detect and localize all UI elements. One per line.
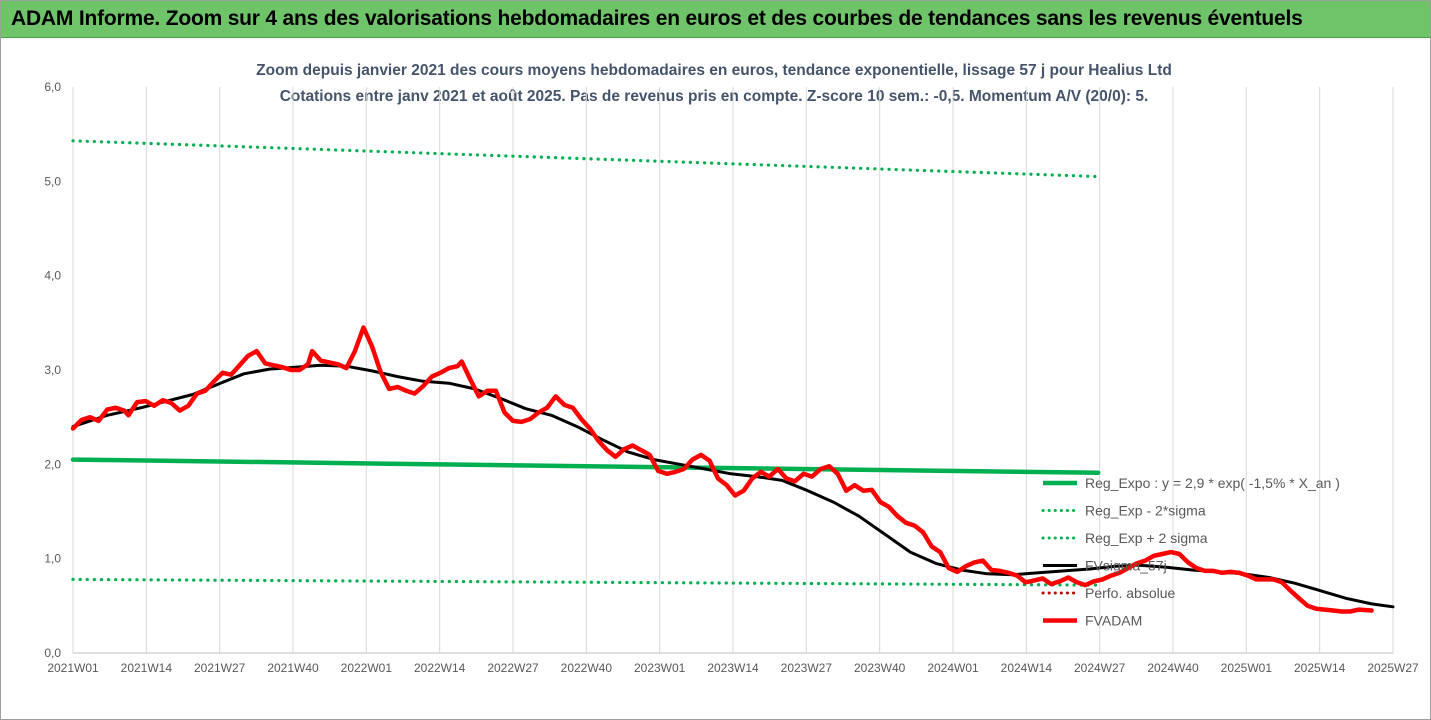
x-tick-label: 2025W01 (1221, 661, 1273, 675)
legend-label: Reg_Exp + 2 sigma (1085, 530, 1208, 546)
chart-title: Zoom depuis janvier 2021 des cours moyen… (256, 62, 1172, 79)
legend-label: FVsigma_57j (1085, 558, 1167, 574)
legend-label: Reg_Expo : y = 2,9 * exp( -1,5% * X_an ) (1085, 475, 1340, 491)
x-tick-label: 2021W40 (267, 661, 319, 675)
legend-label: FVADAM (1085, 613, 1142, 629)
y-tick-label: 2,0 (44, 457, 61, 471)
x-tick-label: 2024W40 (1147, 661, 1199, 675)
x-tick-label: 2021W14 (121, 661, 173, 675)
x-tick-label: 2022W27 (487, 661, 539, 675)
chart-series (70, 139, 1395, 614)
x-tick-label: 2021W27 (194, 661, 246, 675)
x-tick-label: 2022W40 (561, 661, 613, 675)
line-chart: Zoom depuis janvier 2021 des cours moyen… (44, 62, 1419, 675)
series-line (71, 577, 1100, 587)
x-tick-label: 2024W27 (1074, 661, 1126, 675)
x-tick-label: 2021W01 (47, 661, 99, 675)
x-tick-label: 2022W01 (341, 661, 393, 675)
y-axis-ticks: 0,0 1,0 2,0 3,0 4,0 5,0 6,0 (44, 80, 61, 660)
x-tick-label: 2023W14 (707, 661, 759, 675)
x-tick-label: 2025W14 (1294, 661, 1346, 675)
x-axis-ticks: 2021W01 2021W14 2021W27 2021W40 2022W01 2022W… (47, 661, 1419, 675)
chart-legend: Reg_Expo : y = 2,9 * exp( -1,5% * X_an )… (1041, 475, 1340, 629)
x-tick-label: 2023W40 (854, 661, 906, 675)
x-tick-label: 2025W27 (1367, 661, 1419, 675)
report-banner-title: ADAM Informe. Zoom sur 4 ans des valoris… (11, 7, 1303, 30)
legend-label: Reg_Exp - 2*sigma (1085, 503, 1206, 519)
legend-label: Perfo. absolue (1085, 585, 1175, 601)
x-tick-label: 2022W14 (414, 661, 466, 675)
x-tick-label: 2023W01 (634, 661, 686, 675)
y-tick-label: 1,0 (44, 552, 61, 566)
y-tick-label: 5,0 (44, 174, 61, 188)
x-tick-label: 2024W14 (1001, 661, 1053, 675)
y-tick-label: 4,0 (44, 269, 61, 283)
y-tick-label: 0,0 (44, 646, 61, 660)
chart-subtitle: Cotations entre janv 2021 et août 2025. … (280, 88, 1149, 105)
chart-gridlines (72, 87, 1394, 654)
x-tick-label: 2024W01 (927, 661, 979, 675)
series-line (71, 139, 1100, 179)
y-tick-label: 3,0 (44, 363, 61, 377)
report-banner: ADAM Informe. Zoom sur 4 ans des valoris… (1, 1, 1430, 38)
x-tick-label: 2023W27 (781, 661, 833, 675)
y-tick-label: 6,0 (44, 80, 61, 94)
series-line (70, 325, 1374, 614)
series-line (70, 457, 1101, 476)
